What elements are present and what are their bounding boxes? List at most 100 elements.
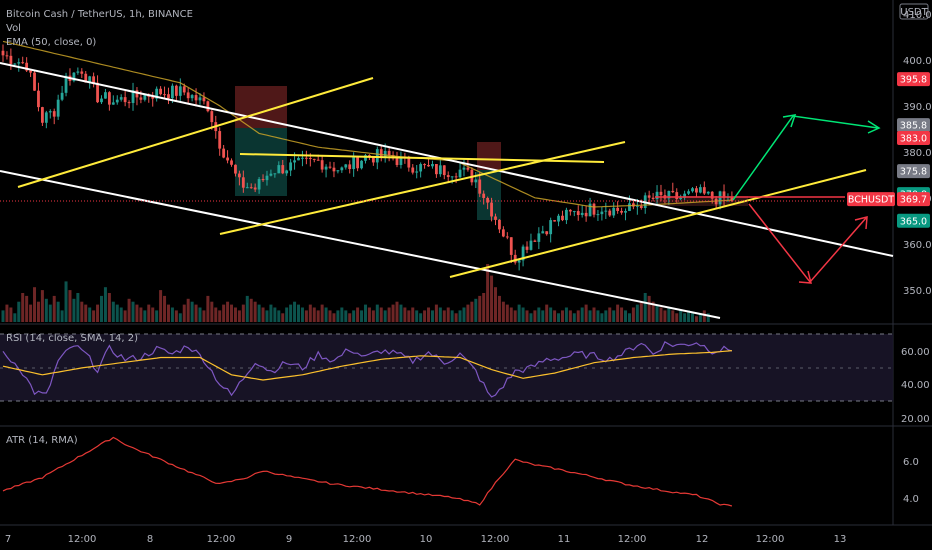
bearish-projection-arrow[interactable] — [748, 203, 868, 284]
drawings[interactable] — [0, 62, 894, 319]
volume-bar — [151, 307, 155, 322]
rsi-legend[interactable]: RSI (14, close, SMA, 14, 2) — [6, 333, 138, 344]
yellow-trendline-2[interactable] — [219, 141, 626, 235]
volume-bar — [639, 301, 643, 322]
volume-bar — [36, 301, 40, 322]
candle-body — [29, 70, 32, 73]
volume-bar — [545, 304, 549, 322]
yellow-trendline-3[interactable] — [449, 169, 867, 278]
volume-bar — [631, 307, 635, 322]
price-tick-label: 390.0 — [903, 102, 932, 113]
time-tick-label: 12:00 — [618, 534, 647, 545]
volume-bar — [671, 310, 675, 322]
candle-body — [308, 157, 312, 159]
candle-body — [639, 205, 643, 208]
candle-body — [474, 179, 478, 183]
candle-body — [407, 156, 411, 168]
volume-bar — [659, 307, 663, 322]
volume-bar — [336, 310, 340, 322]
candle-body — [281, 165, 285, 174]
volume-bar — [348, 313, 352, 322]
bullish-projection-arrow[interactable] — [732, 114, 881, 201]
volume-bar — [107, 293, 111, 322]
candle-body — [131, 90, 135, 103]
candle-body — [655, 191, 659, 199]
time-axis[interactable]: 7 12:00 8 12:00 9 12:00 10 12:00 11 12:00 12 12:00 1… — [5, 534, 847, 545]
candle-body — [360, 160, 363, 169]
volume-bar — [395, 301, 399, 322]
volume-bar — [96, 304, 100, 322]
candle-body — [600, 211, 604, 215]
candle-body — [218, 131, 222, 149]
volume-bar — [237, 310, 241, 322]
volume-bar — [462, 307, 466, 322]
currency-box[interactable] — [899, 3, 929, 20]
rsi-ma-line[interactable] — [2, 350, 732, 381]
time-tick-label: 12:00 — [756, 534, 785, 545]
candle-body — [25, 62, 29, 71]
rsi-line[interactable] — [2, 341, 733, 398]
atr-legend[interactable]: ATR (14, RMA) — [6, 435, 78, 446]
volume-bar — [281, 313, 285, 322]
volume-bar — [48, 304, 52, 322]
candle-body — [454, 176, 458, 178]
channel-lower-trendline[interactable] — [0, 170, 721, 319]
yellow-horizontal-line[interactable] — [239, 153, 605, 163]
price-range-zone[interactable] — [655, 196, 748, 206]
candle-body — [419, 164, 423, 172]
volume-bar — [470, 301, 474, 322]
volume-bar — [356, 307, 360, 322]
volume-bar — [147, 304, 151, 322]
candle-body — [206, 101, 210, 112]
candle-body — [568, 209, 572, 212]
candle-body — [604, 210, 608, 212]
volume-bar — [643, 293, 647, 322]
candle-body — [383, 150, 387, 158]
volume-legend[interactable]: Vol — [6, 23, 21, 34]
ema-legend[interactable]: EMA (50, close, 0) — [6, 37, 96, 48]
volume-bar — [375, 304, 379, 322]
candle-body — [92, 76, 96, 83]
volume-bar — [367, 307, 371, 322]
volume-bar — [33, 287, 37, 322]
volume-bar — [5, 304, 9, 322]
candle-body — [572, 211, 576, 213]
candle-body — [171, 85, 174, 99]
candle-body — [340, 167, 344, 171]
volume-bar — [21, 293, 25, 322]
volume-bar — [249, 298, 253, 322]
short-position2-target-zone[interactable] — [477, 170, 501, 220]
candle-body — [442, 165, 446, 176]
yellow-trendline-1[interactable] — [17, 77, 374, 188]
candle-body — [446, 175, 450, 178]
candle-body — [647, 195, 651, 198]
volume-bar — [340, 307, 344, 322]
volume-bar — [553, 310, 557, 322]
symbol-tag — [847, 192, 895, 207]
volume-bar — [76, 293, 80, 322]
volume-bar — [494, 287, 497, 322]
candle-body — [399, 156, 403, 165]
candle-body — [675, 192, 679, 200]
candle-body — [592, 203, 596, 215]
candle-body — [608, 210, 612, 216]
volume-bar — [312, 307, 316, 322]
volume-bar — [285, 307, 289, 322]
candle-body — [706, 191, 710, 194]
candle-body — [628, 203, 631, 212]
candle-body — [458, 169, 462, 178]
candle-body — [545, 231, 549, 235]
candle-body — [344, 164, 348, 168]
candle-body — [234, 164, 237, 174]
candle-body — [505, 236, 509, 238]
atr-line[interactable] — [2, 436, 733, 507]
volume-bar — [178, 313, 182, 322]
volume-bar — [170, 307, 174, 322]
volume-bar — [1, 310, 5, 322]
candle-body — [482, 193, 486, 198]
price-tag — [897, 131, 930, 145]
short-position2-stop-zone[interactable] — [477, 142, 501, 170]
ema-50-line[interactable] — [2, 40, 732, 208]
